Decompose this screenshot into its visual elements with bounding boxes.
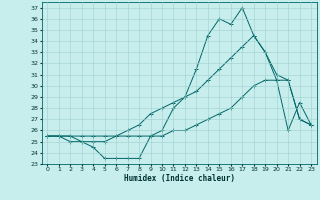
X-axis label: Humidex (Indice chaleur): Humidex (Indice chaleur) [124, 174, 235, 183]
